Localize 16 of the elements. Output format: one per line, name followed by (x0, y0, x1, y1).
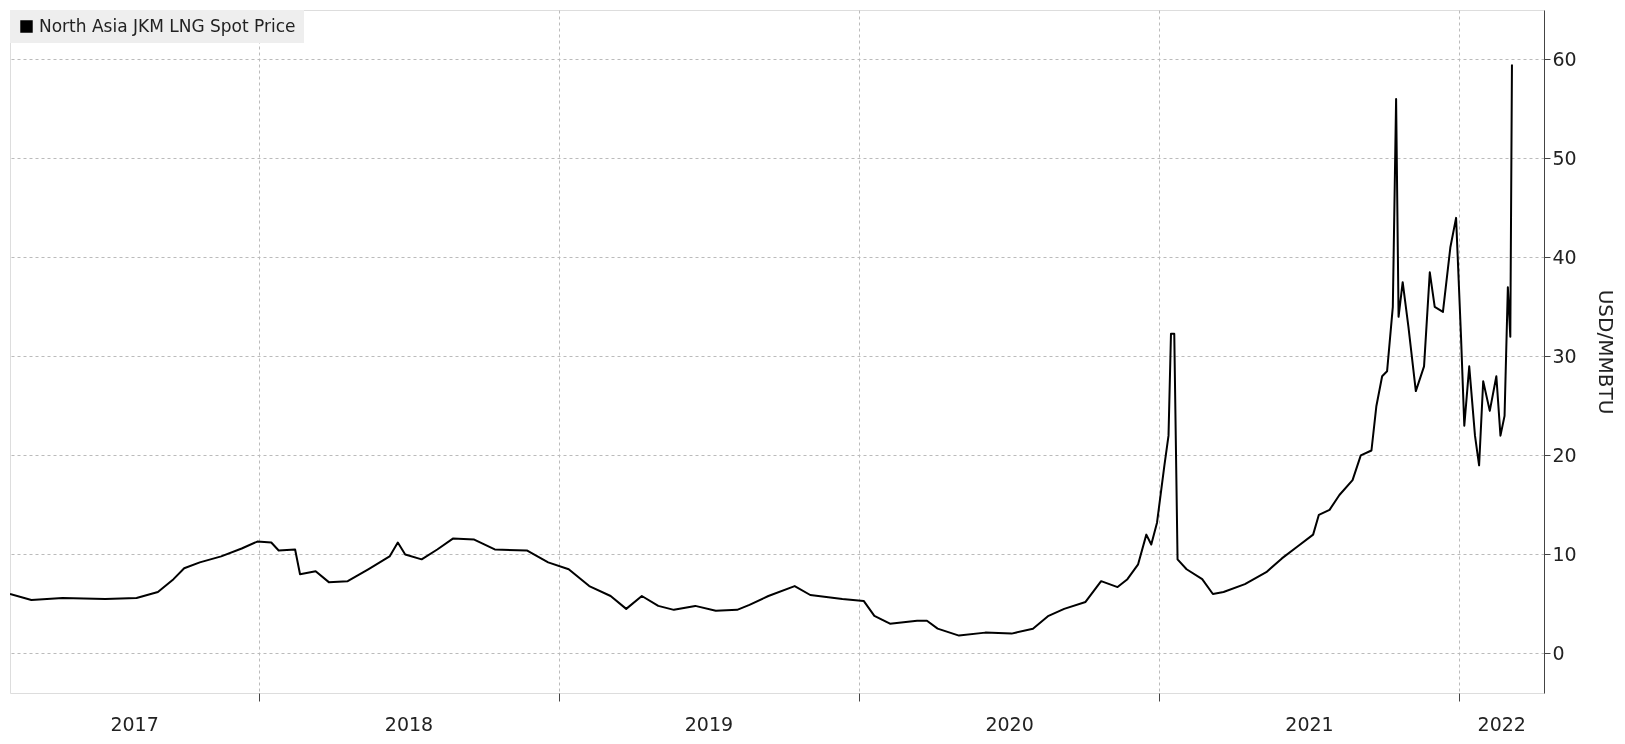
y-tick-label: 40 (1552, 245, 1577, 268)
x-tick-label: 2017 (110, 712, 159, 735)
x-tick-label: 2018 (384, 712, 434, 735)
x-tick-label: 2021 (1285, 712, 1334, 735)
y-tick-label: 20 (1552, 443, 1577, 466)
x-tick-label: 2019 (684, 712, 734, 735)
legend-label: North Asia JKM LNG Spot Price (39, 15, 296, 36)
y-tick-label: 10 (1552, 542, 1577, 565)
y-axis-title: USD/MMBTU (1593, 289, 1618, 415)
x-tick-label: 2022 (1477, 712, 1526, 735)
line-series (10, 63, 1513, 637)
y-tick-label: 50 (1552, 146, 1577, 169)
y-tick-label: 60 (1552, 47, 1577, 70)
y-tick-label: 30 (1552, 344, 1577, 367)
x-tick-label: 2020 (985, 712, 1034, 735)
y-tick-label: 0 (1552, 641, 1565, 664)
